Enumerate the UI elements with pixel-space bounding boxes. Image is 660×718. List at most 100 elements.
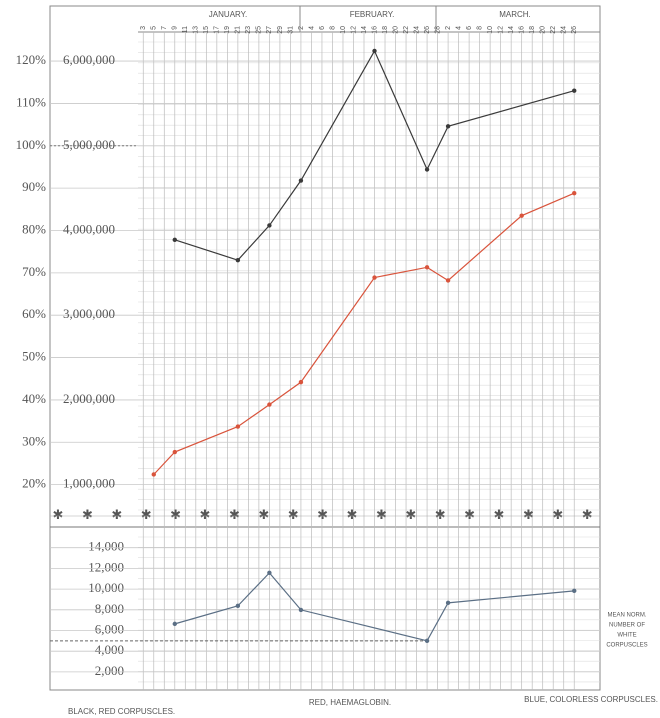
annotation: CORPUSCLES xyxy=(606,643,647,649)
x-tick-label: 6 xyxy=(319,26,326,30)
point xyxy=(298,178,304,183)
star: ✱ xyxy=(494,507,505,522)
x-tick-label: 7 xyxy=(161,26,168,30)
y-tick-label: 14,000 xyxy=(88,539,124,554)
star: ✱ xyxy=(347,507,358,522)
x-tick-label: 26 xyxy=(424,26,431,34)
point xyxy=(519,213,524,218)
y-tick-label: 30% xyxy=(22,433,46,448)
y-tick-label: 120% xyxy=(16,52,47,67)
point xyxy=(172,237,177,243)
x-tick-label: 23 xyxy=(245,26,252,34)
x-tick-label: 15 xyxy=(203,26,210,34)
annotation: WHITE xyxy=(617,633,636,639)
point xyxy=(424,167,430,172)
legend-entry: RED, HAEMAGLOBIN. xyxy=(309,698,391,707)
x-tick-label: 19 xyxy=(224,26,231,34)
frame xyxy=(49,5,601,691)
x-tick-label: 26 xyxy=(571,26,578,34)
x-tick-label: 21 xyxy=(235,26,242,34)
star: ✱ xyxy=(82,507,93,522)
y-tick-label: 4,000 xyxy=(95,642,124,657)
star: ✱ xyxy=(258,507,269,522)
star: ✱ xyxy=(200,507,211,522)
y-tick-label: 50% xyxy=(22,349,46,364)
x-tick-label: 16 xyxy=(519,26,526,34)
x-tick-label: 31 xyxy=(287,26,294,34)
x-tick-label: 22 xyxy=(550,26,557,34)
x-tick-label: 14 xyxy=(361,26,368,34)
y-tick-label: 2,000 xyxy=(95,663,124,678)
x-tick-label: 24 xyxy=(413,26,420,34)
legend-entry: BLACK, RED CORPUSCLES. xyxy=(68,707,175,716)
x-tick-label: 20 xyxy=(392,26,399,34)
x-tick-label: 16 xyxy=(371,26,378,34)
x-tick-label: 12 xyxy=(497,26,504,34)
point xyxy=(298,607,304,613)
y2-tick-label: 4,000,000 xyxy=(63,221,115,236)
star: ✱ xyxy=(464,507,475,522)
x-tick-label: 4 xyxy=(308,26,315,30)
x-tick-label: 10 xyxy=(487,26,494,34)
series-line xyxy=(153,192,575,475)
point xyxy=(267,570,272,576)
point xyxy=(172,449,177,455)
month-label: JANUARY. xyxy=(209,10,247,19)
star: ✱ xyxy=(376,507,387,522)
x-tick-label: 12 xyxy=(350,26,357,34)
point xyxy=(298,379,304,385)
star: ✱ xyxy=(141,507,152,522)
star: ✱ xyxy=(317,507,328,522)
point xyxy=(235,424,241,429)
x-tick-label: 8 xyxy=(329,26,336,30)
x-tick-label: 2 xyxy=(445,26,452,30)
y-tick-label: 10,000 xyxy=(88,580,124,595)
x-tick-label: 28 xyxy=(434,26,441,34)
star: ✱ xyxy=(405,507,416,522)
x-tick-label: 27 xyxy=(266,26,273,34)
point xyxy=(235,603,241,609)
y-tick-label: 6,000 xyxy=(95,621,124,636)
x-tick-label: 22 xyxy=(403,26,410,34)
point xyxy=(372,48,377,54)
x-tick-label: 2 xyxy=(298,26,305,30)
y-tick-label: 70% xyxy=(22,264,46,279)
x-tick-label: 3 xyxy=(140,26,147,30)
star: ✱ xyxy=(111,507,122,522)
x-tick-label: 13 xyxy=(193,26,200,34)
star: ✱ xyxy=(53,507,64,522)
annotation: NUMBER OF xyxy=(609,623,645,629)
star: ✱ xyxy=(582,507,593,522)
point xyxy=(235,257,241,263)
x-tick-label: 17 xyxy=(214,26,221,34)
point xyxy=(424,638,430,644)
y-tick-label: 20% xyxy=(22,476,46,491)
x-tick-label: 29 xyxy=(277,26,284,34)
y-tick-label: 90% xyxy=(22,179,46,194)
point xyxy=(445,278,451,283)
y-tick-label: 40% xyxy=(22,391,46,406)
x-tick-label: 20 xyxy=(540,26,547,34)
annotation: MEAN NORM. xyxy=(608,613,647,619)
y-tick-label: 12,000 xyxy=(88,559,124,574)
point xyxy=(372,275,377,280)
point xyxy=(445,600,451,606)
x-tick-label: 8 xyxy=(476,26,483,30)
month-label: MARCH. xyxy=(499,10,531,19)
y2-tick-label: 6,000,000 xyxy=(63,52,115,67)
star: ✱ xyxy=(552,507,563,522)
x-tick-label: 24 xyxy=(561,26,568,34)
x-tick-label: 9 xyxy=(172,26,179,30)
x-tick-label: 6 xyxy=(466,26,473,30)
month-label: FEBRUARY. xyxy=(350,10,395,19)
point xyxy=(572,88,577,93)
y2-tick-label: 1,000,000 xyxy=(63,476,115,491)
x-tick-label: 14 xyxy=(508,26,515,34)
y-tick-label: 60% xyxy=(22,306,46,321)
point xyxy=(151,472,156,477)
y2-tick-label: 3,000,000 xyxy=(63,306,115,321)
x-tick-label: 4 xyxy=(455,26,462,30)
star: ✱ xyxy=(523,507,534,522)
star: ✱ xyxy=(170,507,181,522)
